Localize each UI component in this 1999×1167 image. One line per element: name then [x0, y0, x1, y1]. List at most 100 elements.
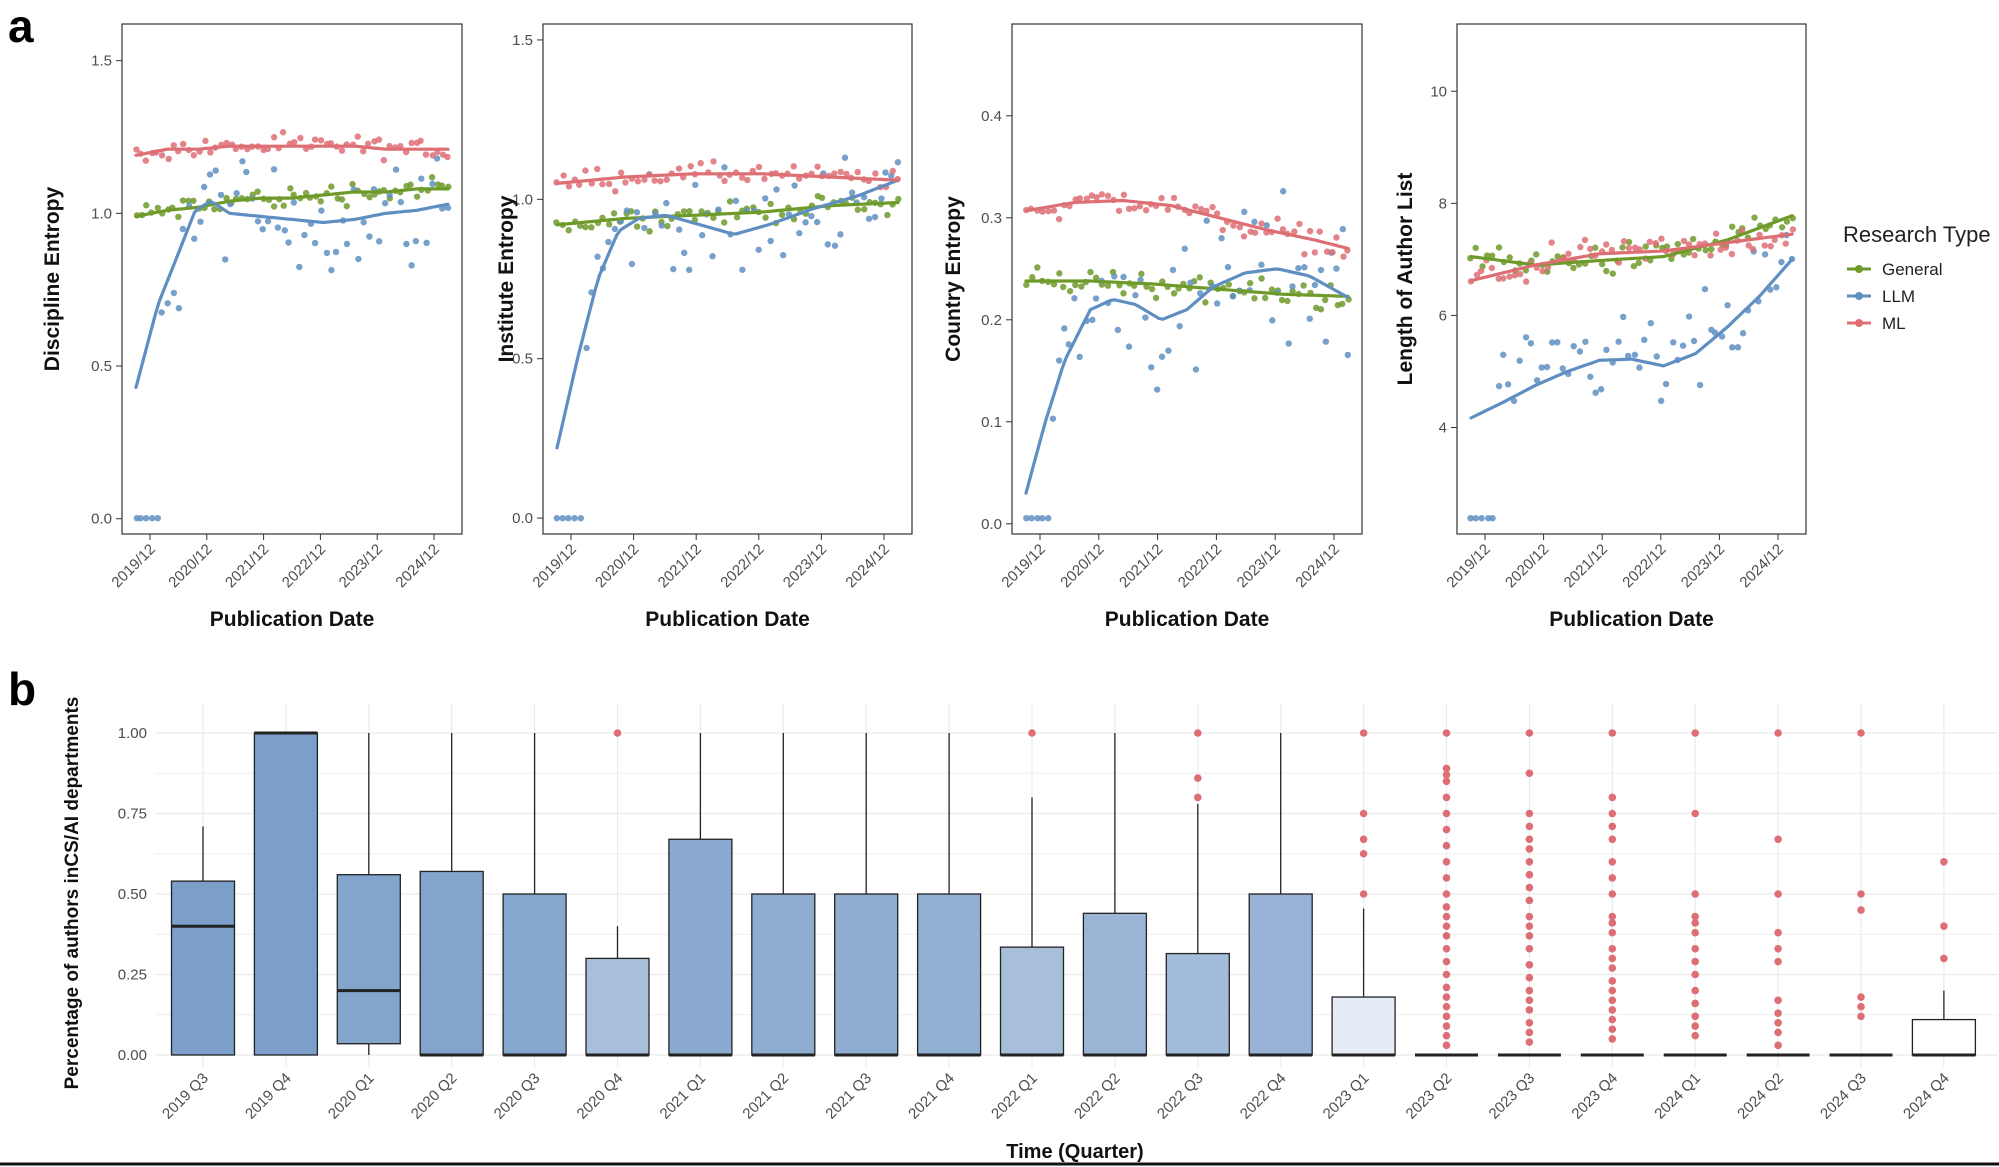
x-tick-label: 2021 Q1	[657, 1070, 710, 1123]
data-point-general	[1029, 274, 1036, 281]
data-point-ml	[1296, 220, 1303, 228]
outlier-point	[1442, 922, 1451, 930]
data-point-llm	[1251, 218, 1258, 226]
data-point-ml	[1761, 242, 1768, 249]
data-point-general	[1488, 252, 1496, 259]
data-point-ml	[270, 134, 278, 141]
box-body	[585, 957, 650, 1056]
x-tick-label: 2023 Q3	[1486, 1070, 1539, 1123]
data-point-llm	[1258, 261, 1265, 268]
data-point-ml	[1170, 194, 1178, 202]
data-point-llm	[1055, 357, 1063, 364]
data-point-llm	[212, 167, 219, 174]
trend-line-ml	[134, 144, 450, 157]
data-point-llm	[429, 180, 436, 188]
y-tick-label: 1.0	[91, 205, 112, 222]
data-point-general	[407, 181, 414, 188]
data-point-general	[1225, 281, 1233, 288]
data-point-llm	[296, 263, 303, 271]
data-point-general	[1625, 238, 1633, 246]
trend-line-general	[1469, 214, 1794, 267]
data-point-ml	[444, 153, 451, 161]
outlier-point	[1442, 793, 1451, 802]
data-point-llm	[871, 213, 879, 221]
y-tick-label: 4	[1439, 420, 1447, 437]
outlier-point	[1774, 957, 1782, 966]
data-point-general	[1148, 285, 1156, 293]
data-point-llm	[1701, 285, 1709, 293]
data-point-ml	[1620, 238, 1628, 245]
data-point-llm	[1039, 514, 1046, 522]
data-point-ml	[429, 152, 436, 159]
outlier-point	[1442, 944, 1451, 953]
data-point-ml	[710, 158, 717, 165]
data-point-general	[143, 202, 150, 209]
x-tick-label: 2021/12	[222, 541, 272, 591]
data-point-ml	[1548, 239, 1555, 246]
outlier-point	[1525, 858, 1534, 866]
x-tick-label: 2022 Q4	[1237, 1070, 1290, 1123]
x-tick-label: 2024/12	[842, 541, 892, 591]
outlier-point	[1774, 944, 1782, 953]
y-tick-label: 0.3	[981, 210, 1002, 227]
data-point-llm	[270, 166, 278, 173]
data-point-ml	[1506, 273, 1513, 280]
data-point-general	[1202, 299, 1209, 306]
data-point-llm	[611, 225, 619, 233]
data-point-general	[1635, 259, 1642, 267]
x-tick-label: 2021/12	[1561, 541, 1611, 591]
outlier-point	[1608, 1015, 1617, 1024]
data-point-llm	[1023, 514, 1030, 522]
data-point-ml	[1301, 250, 1308, 258]
data-point-ml	[1131, 205, 1138, 212]
data-point-llm	[594, 253, 601, 260]
data-point-llm	[1181, 245, 1189, 252]
trend-line-ml	[555, 172, 900, 185]
outlier-point	[1442, 1041, 1451, 1050]
data-point-ml	[1767, 243, 1774, 250]
data-point-ml	[1158, 194, 1165, 202]
data-point-llm	[1241, 208, 1248, 216]
data-point-ml	[1658, 235, 1665, 242]
data-point-ml	[854, 168, 861, 176]
data-point-llm	[1657, 397, 1665, 405]
data-point-general	[1339, 300, 1346, 308]
data-point-llm	[1587, 373, 1594, 380]
data-point-llm	[802, 219, 809, 226]
box-body	[419, 870, 484, 1056]
box-9: 2021 Q4	[905, 733, 982, 1123]
data-point-llm	[1229, 293, 1237, 300]
data-point-ml	[565, 183, 573, 190]
outlier-point	[1442, 1012, 1451, 1021]
box-body	[1248, 893, 1313, 1056]
data-point-ml	[622, 179, 629, 186]
data-point-ml	[617, 169, 625, 176]
data-point-llm	[1269, 317, 1276, 324]
data-point-ml	[1098, 191, 1106, 198]
data-point-llm	[1647, 319, 1654, 327]
data-point-ml	[594, 165, 601, 173]
legend-title: Research Type	[1843, 222, 1991, 247]
data-point-llm	[137, 514, 144, 522]
data-point-llm	[301, 231, 308, 239]
data-point-llm	[154, 514, 161, 522]
data-point-ml	[375, 136, 383, 143]
x-tick-label: 2022/12	[279, 541, 329, 591]
data-point-llm	[1049, 415, 1057, 422]
box-6: 2021 Q1	[657, 733, 733, 1123]
x-axis-label: Publication Date	[1105, 608, 1270, 631]
data-point-llm	[1045, 514, 1052, 522]
data-point-llm	[1472, 514, 1479, 522]
box-body	[834, 893, 899, 1056]
data-point-ml	[697, 159, 704, 167]
outlier-point	[1608, 874, 1617, 882]
y-tick-label: 0.4	[981, 108, 1002, 125]
trend-line-general	[555, 200, 900, 227]
box-body	[170, 880, 236, 1056]
data-point-llm	[1467, 514, 1474, 522]
data-point-llm	[1679, 342, 1687, 349]
data-point-ml	[790, 163, 797, 170]
outlier-point	[1857, 993, 1865, 1001]
data-point-general	[1783, 218, 1791, 225]
